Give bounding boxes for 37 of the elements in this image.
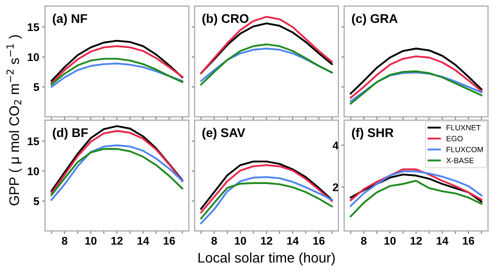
x-tick-label: 14 <box>138 236 150 245</box>
text: (f) SHR <box>352 128 394 140</box>
x-tick-label: 10 <box>384 236 396 245</box>
text: (e) SAV <box>202 128 246 140</box>
line-series <box>50 45 184 84</box>
y-tick-label: 5 <box>34 83 40 92</box>
line-series <box>350 180 482 218</box>
y-axis-title: GPP ( μ mol CO$_{2}$ m$^{−2}$ s$^{−1}$ ) <box>6 35 22 206</box>
text: (b) CRO <box>202 14 248 26</box>
x-tick-label: 14 <box>436 236 448 245</box>
y-tick-label: 2 <box>332 183 338 192</box>
x-tick-label: 10 <box>234 236 246 245</box>
y-tick-label: 10 <box>28 167 39 176</box>
x-tick-label: 14 <box>287 236 299 245</box>
line-series <box>50 62 184 88</box>
line-series <box>50 58 184 86</box>
y-tick-label: 5 <box>34 197 40 206</box>
x-tick-label: 8 <box>62 236 68 245</box>
x-tick-label: 12 <box>111 236 123 245</box>
y-tick-label: 4 <box>332 142 339 150</box>
text: (c) GRA <box>352 14 398 26</box>
line-series <box>50 40 184 82</box>
x-tick-label: 8 <box>361 236 367 245</box>
y-tick-label: 10 <box>28 53 39 62</box>
x-tick-label: 8 <box>211 236 217 245</box>
y-tick-label: 15 <box>28 138 40 146</box>
x-tick-label: 16 <box>164 236 175 245</box>
x-tick-label: 12 <box>410 236 422 245</box>
x-tick-label: 10 <box>85 236 96 245</box>
x-tick-label: 16 <box>313 236 325 245</box>
x-tick-label: 12 <box>261 236 272 245</box>
text: (a) NF <box>52 14 88 26</box>
x-axis-title: Local solar time (hour) <box>198 252 335 266</box>
y-tick-label: 15 <box>28 23 40 32</box>
text: (d) BF <box>52 128 88 140</box>
line-series <box>350 168 482 202</box>
x-tick-label: 16 <box>462 236 474 245</box>
